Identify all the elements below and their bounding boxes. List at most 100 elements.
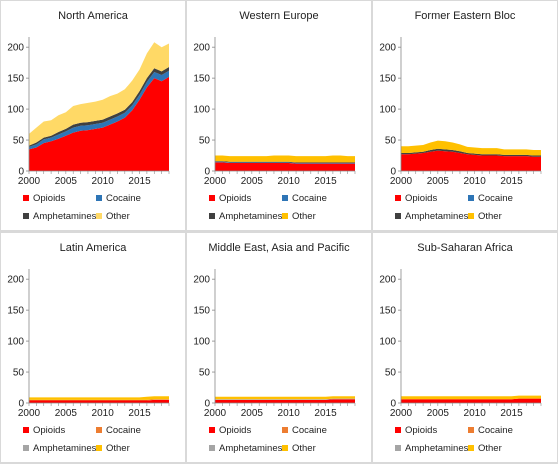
area-series	[215, 161, 355, 164]
chart-svg: Sub-Saharan Africa 0 50 100 150 200 2000 2005 20…	[379, 242, 542, 454]
legend-label: Opioids	[219, 193, 251, 204]
legend-label: Amphetamines	[405, 211, 469, 222]
area-series	[29, 399, 169, 403]
chart-title: Former Eastern Bloc	[415, 10, 516, 22]
legend-swatch	[282, 213, 288, 219]
legend-swatch	[23, 195, 29, 201]
area-series	[29, 76, 169, 171]
area-series	[29, 67, 169, 147]
chart-title: Western Europe	[239, 10, 318, 22]
legend-swatch	[23, 427, 29, 433]
x-tick-label: 2000	[204, 408, 227, 419]
legend-label: Cocaine	[106, 425, 141, 436]
legend-label: Amphetamines	[219, 443, 283, 454]
y-tick-label: 150	[193, 306, 210, 317]
area-series	[29, 42, 169, 146]
legend-label: Cocaine	[292, 193, 327, 204]
legend-label: Other	[106, 443, 130, 454]
chart-panel: Former Eastern Bloc 0 50 100 150 200 2000 2005 2…	[373, 1, 557, 230]
legend-swatch	[209, 427, 215, 433]
chart-title: Middle East, Asia and Pacific	[208, 242, 350, 254]
chart-svg: Middle East, Asia and Pacific 0 50 100 150 20…	[193, 242, 356, 454]
legend-swatch	[23, 213, 29, 219]
legend-swatch	[282, 445, 288, 451]
legend-label: Other	[106, 211, 130, 222]
x-tick-label: 2005	[241, 176, 264, 187]
area-series	[215, 396, 355, 400]
legend-label: Cocaine	[106, 193, 141, 204]
y-tick-label: 100	[193, 337, 210, 348]
legend-swatch	[209, 213, 215, 219]
legend-swatch	[468, 445, 474, 451]
area-series	[401, 150, 541, 171]
legend-swatch	[282, 427, 288, 433]
y-tick-label: 200	[7, 275, 24, 286]
legend-swatch	[395, 445, 401, 451]
y-tick-label: 0	[204, 167, 210, 178]
x-tick-label: 2000	[18, 176, 41, 187]
legend-label: Other	[478, 211, 502, 222]
x-tick-label: 2010	[464, 408, 487, 419]
legend-label: Other	[292, 443, 316, 454]
y-tick-label: 50	[199, 136, 211, 147]
x-tick-label: 2015	[500, 408, 523, 419]
legend-label: Amphetamines	[33, 443, 97, 454]
x-tick-label: 2010	[92, 408, 115, 419]
legend-label: Opioids	[405, 425, 437, 436]
x-tick-label: 2005	[427, 176, 450, 187]
area-series	[215, 162, 355, 171]
x-tick-label: 2015	[314, 176, 337, 187]
legend-swatch	[209, 195, 215, 201]
y-tick-label: 200	[379, 275, 396, 286]
area-series	[29, 399, 169, 401]
x-tick-label: 2000	[390, 408, 413, 419]
y-tick-label: 100	[379, 105, 396, 116]
legend-label: Cocaine	[292, 425, 327, 436]
legend-swatch	[96, 213, 102, 219]
legend-swatch	[395, 427, 401, 433]
area-series	[29, 396, 169, 400]
chart-svg: Western Europe 0 50 100 150 200 2000 2005 2010 20…	[193, 10, 356, 222]
y-tick-label: 200	[193, 43, 210, 54]
legend-label: Opioids	[405, 193, 437, 204]
legend-label: Other	[292, 211, 316, 222]
legend-label: Amphetamines	[33, 211, 97, 222]
x-tick-label: 2010	[278, 408, 301, 419]
legend-swatch	[282, 195, 288, 201]
chart-panel: Middle East, Asia and Pacific 0 50 100 150 20…	[187, 233, 371, 462]
y-tick-label: 150	[379, 306, 396, 317]
legend-swatch	[468, 195, 474, 201]
x-tick-label: 2000	[18, 408, 41, 419]
area-series	[215, 398, 355, 400]
y-tick-label: 0	[390, 399, 396, 410]
x-tick-label: 2015	[314, 408, 337, 419]
y-tick-label: 0	[204, 399, 210, 410]
legend-swatch	[209, 445, 215, 451]
y-tick-label: 100	[193, 105, 210, 116]
x-tick-label: 2015	[128, 408, 151, 419]
legend-label: Opioids	[219, 425, 251, 436]
y-tick-label: 150	[193, 74, 210, 85]
chart-svg: Latin America 0 50 100 150 200 2000 2005 2010 201…	[7, 242, 170, 454]
y-tick-label: 150	[7, 74, 24, 85]
legend-label: Amphetamines	[405, 443, 469, 454]
area-series	[29, 70, 169, 150]
x-tick-label: 2010	[92, 176, 115, 187]
legend-swatch	[96, 445, 102, 451]
y-tick-label: 100	[7, 105, 24, 116]
y-tick-label: 150	[379, 74, 396, 85]
legend-swatch	[395, 213, 401, 219]
y-tick-label: 0	[18, 399, 24, 410]
y-tick-label: 200	[379, 43, 396, 54]
x-tick-label: 2015	[128, 176, 151, 187]
legend-label: Amphetamines	[219, 211, 283, 222]
y-tick-label: 0	[18, 167, 24, 178]
x-tick-label: 2005	[241, 408, 264, 419]
legend-swatch	[96, 427, 102, 433]
chart-panel: Western Europe 0 50 100 150 200 2000 2005 2010 20…	[187, 1, 371, 230]
y-tick-label: 200	[7, 43, 24, 54]
area-series	[401, 148, 541, 157]
area-series	[401, 140, 541, 156]
x-tick-label: 2015	[500, 176, 523, 187]
